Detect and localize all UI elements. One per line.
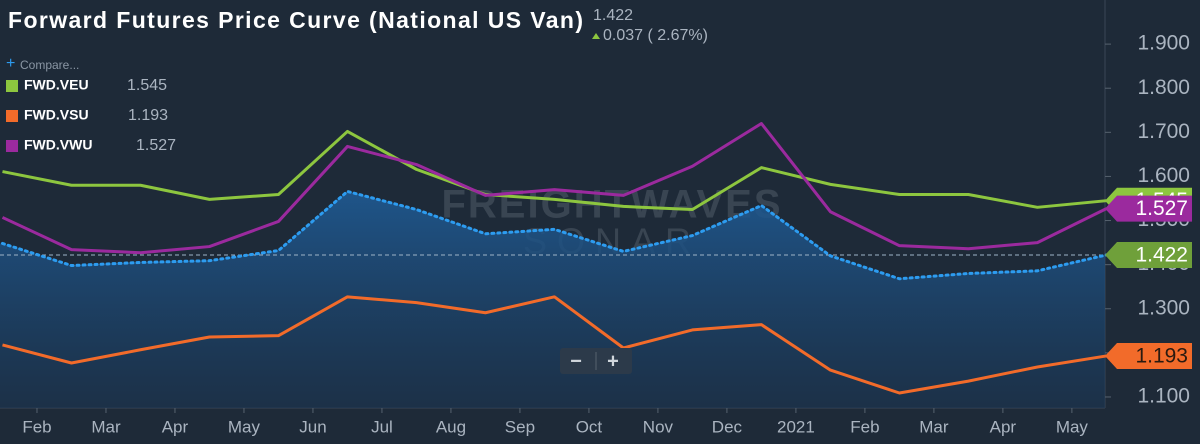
chart-title: Forward Futures Price Curve (National US… <box>8 7 583 33</box>
x-tick-label: Mar <box>919 417 949 436</box>
legend-swatch <box>6 140 18 152</box>
x-tick-label: Feb <box>850 417 879 436</box>
legend-value: 1.545 <box>127 77 167 94</box>
x-tick-label: Oct <box>576 417 603 436</box>
y-tick-label: 1.100 <box>1137 385 1190 408</box>
change: 0.037 ( 2.67%) <box>603 27 708 44</box>
zoom-in[interactable]: + <box>607 350 619 372</box>
legend-value: 1.527 <box>136 137 176 154</box>
y-tick-label: 1.600 <box>1137 164 1190 187</box>
series-line <box>1 122 1108 255</box>
x-tick-label: Mar <box>91 417 121 436</box>
legend-swatch <box>6 80 18 92</box>
x-tick-label: Jul <box>371 417 393 436</box>
area <box>0 191 1107 408</box>
y-tick-label: 1.300 <box>1137 296 1190 319</box>
x-tick-label: Sep <box>505 417 535 436</box>
value-tag <box>1105 195 1192 222</box>
x-tick-label: Apr <box>162 417 189 436</box>
x-tick-label: Aug <box>436 417 466 436</box>
y-tick-label: 1.800 <box>1137 76 1190 99</box>
series-line <box>2 295 1107 395</box>
legend-name: FWD.VEU <box>24 77 89 93</box>
series-line <box>2 129 1107 212</box>
x-tick-label: May <box>1056 417 1089 436</box>
y-tick-label: 1.900 <box>1137 32 1190 55</box>
legend-name: FWD.VSU <box>24 107 89 123</box>
value-tag <box>1105 342 1192 369</box>
compare-plus[interactable]: + <box>6 55 15 72</box>
x-tick-label: Apr <box>990 417 1017 436</box>
x-tick-label: May <box>228 417 261 436</box>
value-tag <box>1105 241 1192 268</box>
x-tick-label: 2021 <box>777 417 815 436</box>
legend-name: FWD.VWU <box>24 137 92 153</box>
y-tick-label: 1.700 <box>1137 120 1190 143</box>
x-tick-label: Jun <box>299 417 326 436</box>
value-tag-label: 1.422 <box>1135 243 1188 266</box>
zoom-out[interactable]: − <box>570 350 582 372</box>
current-value: 1.422 <box>593 7 633 24</box>
up-arrow <box>592 33 600 39</box>
x-tick-label: Feb <box>22 417 51 436</box>
series-line <box>0 189 1108 281</box>
legend-swatch <box>6 110 18 122</box>
x-tick-label: Dec <box>712 417 743 436</box>
x-tick-label: Nov <box>643 417 674 436</box>
compare[interactable]: Compare... <box>20 58 79 72</box>
value-tag-label: 1.527 <box>1135 197 1188 220</box>
legend-value: 1.193 <box>128 107 168 124</box>
value-tag-label: 1.193 <box>1135 344 1188 367</box>
